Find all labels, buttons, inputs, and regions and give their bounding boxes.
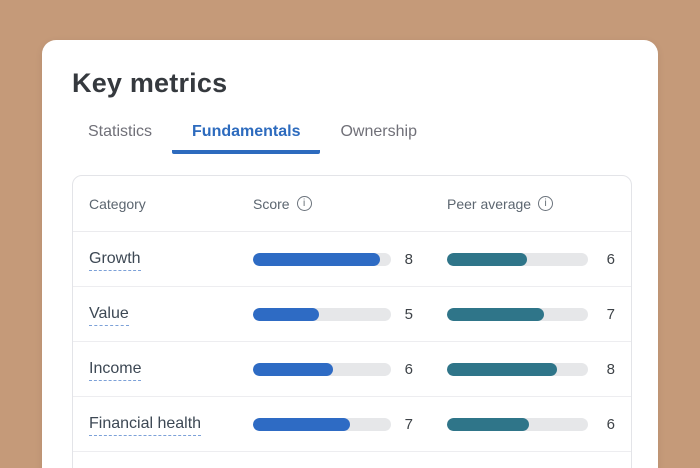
page-title: Key metrics xyxy=(72,68,228,98)
key-metrics-card: Key metrics Statistics Fundamentals Owne… xyxy=(42,40,658,468)
peer-average-bar-fill xyxy=(447,307,545,321)
tab-bar: Statistics Fundamentals Ownership xyxy=(68,123,658,154)
column-header-score: Score i xyxy=(253,196,447,212)
score-bar-fill xyxy=(253,307,320,321)
peer-average-bar-fill xyxy=(447,252,528,266)
category-link-financial-health[interactable]: Financial health xyxy=(89,415,202,436)
category-cell: Value xyxy=(89,305,253,326)
peer-average-value: 7 xyxy=(606,305,615,323)
table-row-value: Value 5 7 xyxy=(73,287,631,342)
score-bar xyxy=(253,417,391,431)
peer-average-value: 6 xyxy=(606,250,615,268)
column-header-peer-average-label: Peer average xyxy=(447,195,532,212)
table-row-income: Income 6 8 xyxy=(73,342,631,397)
score-bar xyxy=(253,252,391,266)
peer-average-value: 8 xyxy=(606,360,615,378)
score-bar-fill xyxy=(253,417,350,431)
score-value: 6 xyxy=(404,360,413,378)
peer-average-info-icon[interactable]: i xyxy=(538,196,554,211)
score-value: 5 xyxy=(404,305,413,323)
peer-average-bar-fill xyxy=(447,417,529,431)
score-info-icon[interactable]: i xyxy=(296,196,312,211)
score-value: 7 xyxy=(404,415,413,433)
tab-fundamentals[interactable]: Fundamentals xyxy=(172,123,321,154)
score-bar xyxy=(253,362,391,376)
column-header-category-label: Category xyxy=(89,195,146,212)
score-bar xyxy=(253,307,391,321)
tab-ownership[interactable]: Ownership xyxy=(340,123,417,140)
score-value: 8 xyxy=(404,250,413,268)
score-bar-fill xyxy=(253,362,334,376)
peer-average-bar xyxy=(447,362,588,376)
column-header-score-label: Score xyxy=(253,195,290,212)
category-link-income[interactable]: Income xyxy=(89,360,142,381)
peer-average-bar xyxy=(447,417,588,431)
metrics-table: Category Score i Peer average i Growth 8… xyxy=(72,175,632,468)
peer-average-value: 6 xyxy=(606,415,615,433)
category-cell: Financial health xyxy=(89,415,253,436)
table-row-financial-health: Financial health 7 6 xyxy=(73,397,631,452)
table-row-growth: Growth 8 6 xyxy=(73,232,631,287)
score-bar-fill xyxy=(253,252,380,266)
category-link-growth[interactable]: Growth xyxy=(89,250,141,271)
tab-statistics[interactable]: Statistics xyxy=(88,123,153,140)
table-header-row: Category Score i Peer average i xyxy=(73,176,631,232)
peer-average-bar xyxy=(447,307,588,321)
column-header-category: Category xyxy=(89,196,253,212)
peer-average-bar xyxy=(447,252,588,266)
category-cell: Growth xyxy=(89,250,253,271)
column-header-peer-average: Peer average i xyxy=(447,196,615,212)
category-link-value[interactable]: Value xyxy=(89,305,129,326)
peer-average-bar-fill xyxy=(447,362,557,376)
category-cell: Income xyxy=(89,360,253,381)
